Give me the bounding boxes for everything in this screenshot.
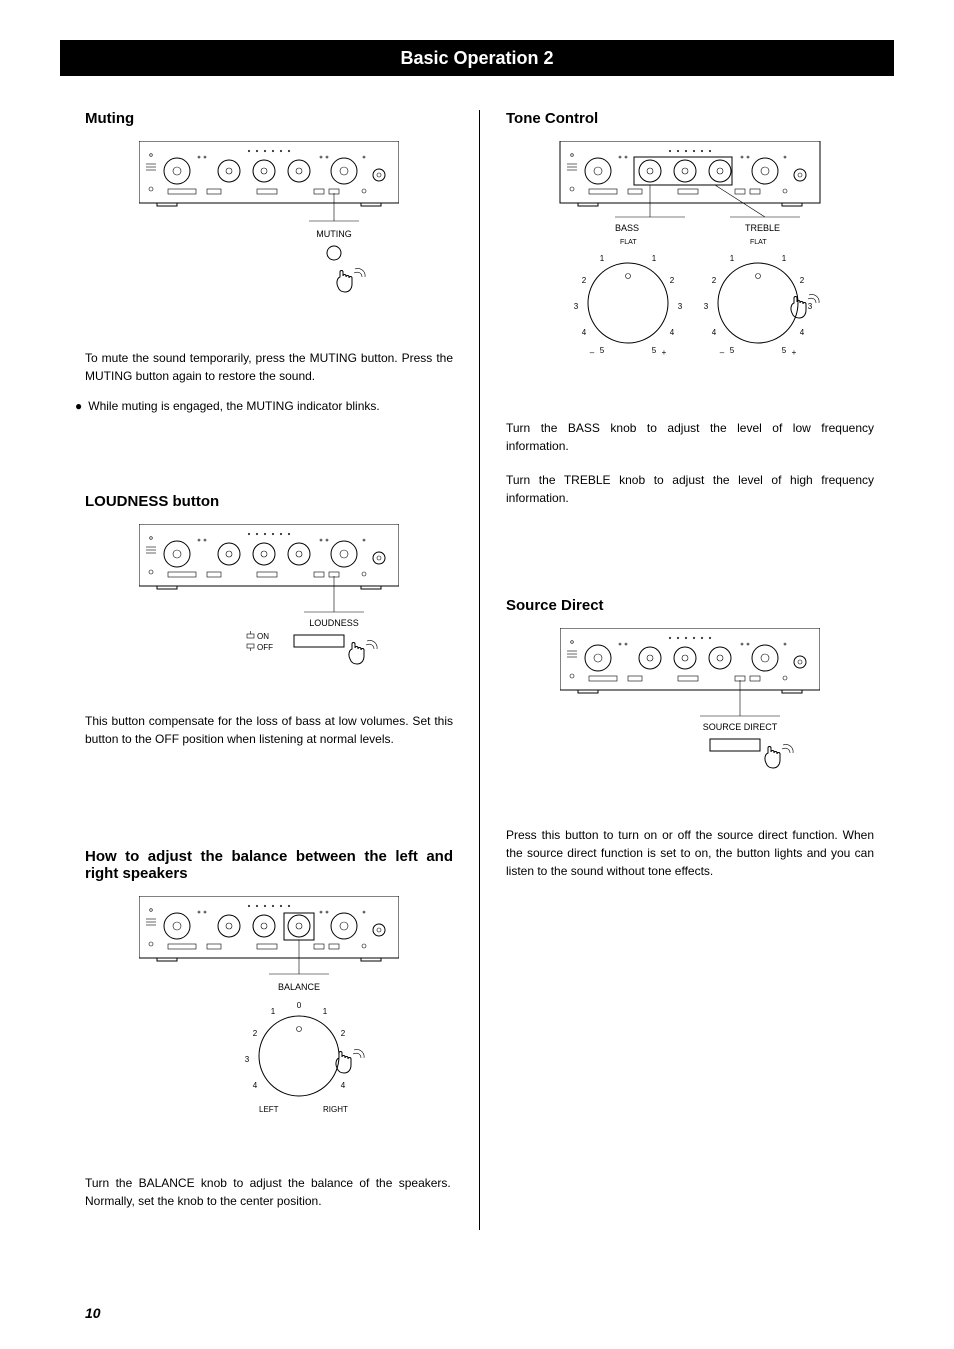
section-muting: Muting MUTING To mute the sound temporar… <box>85 110 453 413</box>
loudness-off: OFF <box>257 643 273 652</box>
svg-text:2: 2 <box>800 276 805 285</box>
section-source-direct: Source Direct SOURCE DIRECT Press this b… <box>506 597 874 880</box>
page-header: Basic Operation 2 <box>60 40 894 76</box>
svg-text:3: 3 <box>245 1055 250 1064</box>
balance-title: How to adjust the balance between the le… <box>85 848 453 882</box>
section-loudness: LOUDNESS button LOUDNESS ON OFF <box>85 493 453 748</box>
svg-text:2: 2 <box>341 1029 346 1038</box>
svg-text:4: 4 <box>800 328 805 337</box>
svg-text:3: 3 <box>704 302 709 311</box>
muting-label: MUTING <box>316 229 352 239</box>
flat-2: FLAT <box>750 239 767 246</box>
balance-label: BALANCE <box>278 982 320 992</box>
source-p1: Press this button to turn on or off the … <box>506 826 874 880</box>
loudness-on: ON <box>257 632 269 641</box>
bass-label: BASS <box>615 223 639 233</box>
source-figure: SOURCE DIRECT <box>506 628 874 808</box>
tone-figure: BASS TREBLE FLAT FLAT 1 1 2 2 3 3 4 4 5 5 – <box>506 141 874 401</box>
page-number: 10 <box>85 1305 101 1321</box>
flat-1: FLAT <box>620 239 637 246</box>
svg-text:2: 2 <box>253 1029 258 1038</box>
section-balance: How to adjust the balance between the le… <box>85 848 453 1210</box>
svg-text:1: 1 <box>323 1007 328 1016</box>
svg-text:4: 4 <box>253 1081 258 1090</box>
section-tone: Tone Control BASS TREBLE FLAT FLAT <box>506 110 874 507</box>
source-label: SOURCE DIRECT <box>703 722 778 732</box>
balance-p1: Turn the BALANCE knob to adjust the bala… <box>85 1174 453 1192</box>
svg-text:–: – <box>590 348 595 357</box>
svg-text:4: 4 <box>582 328 587 337</box>
svg-text:+: + <box>662 348 667 357</box>
tone-title: Tone Control <box>506 110 874 127</box>
svg-text:4: 4 <box>712 328 717 337</box>
svg-text:+: + <box>792 348 797 357</box>
svg-text:1: 1 <box>271 1007 276 1016</box>
svg-text:2: 2 <box>582 276 587 285</box>
svg-text:5: 5 <box>652 346 657 355</box>
svg-text:3: 3 <box>678 302 683 311</box>
muting-title: Muting <box>85 110 453 127</box>
svg-text:2: 2 <box>712 276 717 285</box>
svg-text:3: 3 <box>808 302 813 311</box>
bullet-icon: ● <box>75 399 82 413</box>
balance-p2: Normally, set the knob to the center pos… <box>85 1192 453 1210</box>
svg-text:3: 3 <box>574 302 579 311</box>
muting-bullet: ● While muting is engaged, the MUTING in… <box>75 399 453 413</box>
svg-text:1: 1 <box>600 254 605 263</box>
svg-text:1: 1 <box>652 254 657 263</box>
svg-text:1: 1 <box>782 254 787 263</box>
muting-p1: To mute the sound temporarily, press the… <box>85 349 453 385</box>
svg-text:5: 5 <box>782 346 787 355</box>
svg-text:5: 5 <box>600 346 605 355</box>
svg-text:5: 5 <box>730 346 735 355</box>
loudness-label: LOUDNESS <box>309 618 359 628</box>
loudness-p1: This button compensate for the loss of b… <box>85 712 453 748</box>
balance-left-lbl: LEFT <box>259 1105 279 1114</box>
svg-text:4: 4 <box>670 328 675 337</box>
svg-text:1: 1 <box>730 254 735 263</box>
tone-p1: Turn the BASS knob to adjust the level o… <box>506 419 874 455</box>
balance-figure: BALANCE 0 1 1 2 2 3 4 4 LEFT RIGHT <box>85 896 453 1156</box>
source-title: Source Direct <box>506 597 874 614</box>
treble-label: TREBLE <box>745 223 780 233</box>
svg-text:2: 2 <box>670 276 675 285</box>
svg-text:0: 0 <box>297 1001 302 1010</box>
balance-right-lbl: RIGHT <box>323 1105 348 1114</box>
muting-bullet-text: While muting is engaged, the MUTING indi… <box>88 399 379 413</box>
loudness-title: LOUDNESS button <box>85 493 453 510</box>
loudness-figure: LOUDNESS ON OFF <box>85 524 453 694</box>
svg-text:4: 4 <box>341 1081 346 1090</box>
svg-text:–: – <box>720 348 725 357</box>
muting-figure: MUTING <box>85 141 453 331</box>
tone-p2: Turn the TREBLE knob to adjust the level… <box>506 471 874 507</box>
